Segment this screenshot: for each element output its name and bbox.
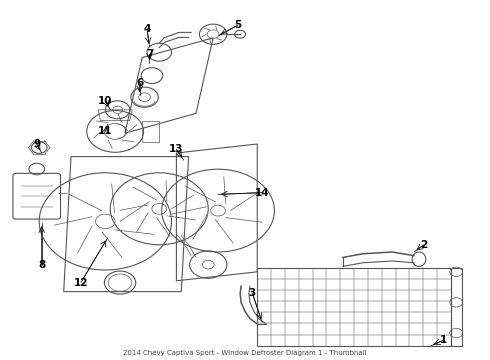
Text: 8: 8: [38, 260, 45, 270]
Text: 2: 2: [420, 240, 427, 250]
Text: 2014 Chevy Captiva Sport - Window Defroster Diagram 1 - Thumbnail: 2014 Chevy Captiva Sport - Window Defros…: [123, 350, 367, 356]
Text: 12: 12: [74, 278, 88, 288]
Text: 9: 9: [33, 139, 40, 149]
Text: 13: 13: [169, 144, 184, 154]
Text: 14: 14: [255, 188, 270, 198]
Text: 4: 4: [143, 24, 151, 34]
Text: 6: 6: [136, 78, 143, 88]
Text: 10: 10: [98, 96, 113, 106]
Text: 5: 5: [234, 20, 241, 30]
Text: 3: 3: [249, 288, 256, 298]
Bar: [257, 268, 451, 346]
Bar: [451, 268, 462, 346]
Text: 7: 7: [146, 49, 153, 59]
Text: 1: 1: [440, 335, 447, 345]
Text: 11: 11: [98, 126, 113, 136]
